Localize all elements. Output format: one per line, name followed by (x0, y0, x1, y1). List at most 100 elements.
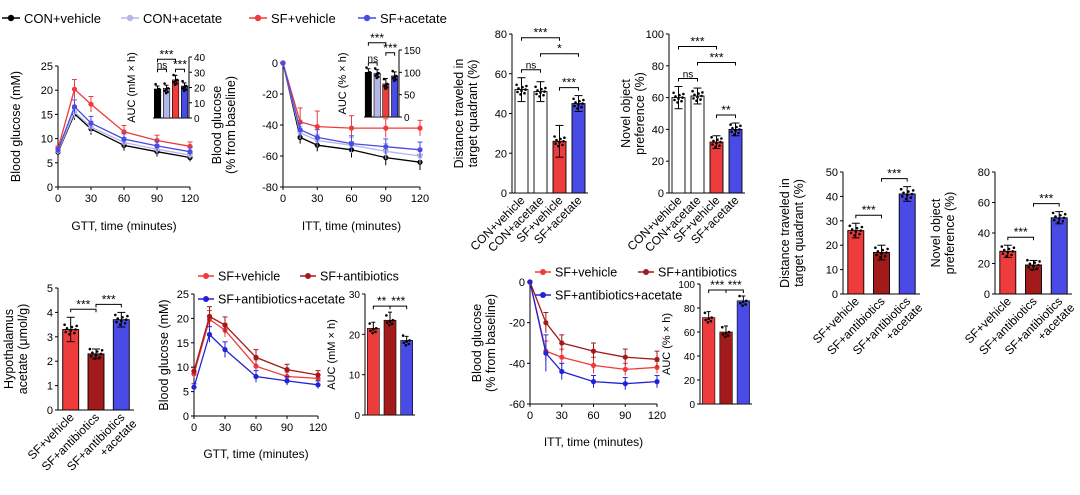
distance-right-dot (853, 234, 856, 237)
gtt-bottom-x-tick-label: 60 (250, 422, 262, 434)
novel-right-dot (1054, 215, 1057, 218)
gtt-bottom-x-tick-label: 0 (191, 422, 197, 434)
itt-top-inset-sig-label: ns (368, 54, 379, 65)
distance-top-dot (520, 89, 523, 93)
novel-right-y-label-line: preference (%) (943, 192, 957, 275)
distance-right-dot (849, 231, 853, 235)
gtt-top-inset-dot (181, 79, 184, 83)
itt-top-inset-y-tick-label: 0 (404, 113, 410, 124)
itt-bottom-inset-dot (704, 318, 707, 322)
gtt-bottom-inset-dot (391, 318, 395, 322)
gtt-top-y-tick-label: 25 (41, 61, 53, 73)
novel-right-dot (1011, 250, 1014, 253)
gtt-bottom-data-point (191, 384, 197, 390)
gtt-top-data-point (88, 101, 94, 107)
novel-top-sig-label: ** (721, 103, 731, 117)
itt-bottom-inset-dot (744, 303, 747, 306)
itt-top-x-label: ITT, time (minutes) (302, 219, 401, 233)
gtt-top-inset-y-tick-label: 0 (194, 114, 200, 125)
distance-top-bar (533, 91, 548, 194)
itt-bottom-x-label: ITT, time (minutes) (544, 435, 643, 449)
distance-right-y-tick-label: 0 (832, 289, 838, 301)
novel-top-dot (731, 126, 734, 130)
distance-top-sig-bracket (521, 37, 560, 41)
gtt-top-y-label-line: Blood glucose (mM) (9, 71, 23, 182)
gtt-top-data-point (88, 120, 94, 126)
novel-top-dot (718, 144, 721, 147)
itt-bottom-inset-dot (707, 317, 710, 321)
gtt-bottom-inset-y-label: AUC (mM × h) (326, 319, 338, 390)
itt-bottom-inset-dot (721, 333, 725, 336)
novel-top-dot (737, 131, 740, 135)
acetate-bottom-dot (74, 328, 77, 331)
novel-top-sig-bracket (678, 45, 717, 50)
distance-top-dot (554, 142, 557, 145)
novel-right-y-tick-label: 20 (978, 259, 990, 271)
novel-top-dot (681, 96, 684, 99)
itt-bottom-data-point (543, 320, 549, 326)
novel-right-y-tick-label: 0 (984, 289, 990, 301)
itt-bottom-inset-dot (724, 335, 727, 339)
novel-top-dot (699, 98, 702, 101)
itt-bottom-inset-y-tick-label: 100 (678, 280, 695, 291)
distance-right-chart: 01020304050SF+vehicleSF+antibioticsSF+an… (778, 167, 926, 358)
novel-top-dot (692, 97, 695, 100)
novel-top-dot (734, 129, 737, 132)
itt-bottom-data-point (559, 340, 565, 346)
novel-top-y-label: Novel object preference (%) (619, 72, 647, 155)
novel-right-y-tick-label: 40 (978, 228, 990, 240)
gtt-bottom-inset-dot (408, 339, 411, 342)
acetate-bottom-dot (94, 353, 98, 357)
novel-right-dot (1062, 216, 1066, 220)
distance-top-dot (582, 98, 585, 102)
acetate-bottom-dot (63, 323, 66, 327)
novel-right-dot (1053, 218, 1056, 222)
distance-top-sig-label: * (557, 42, 562, 56)
novel-top-y-tick-label: 0 (658, 188, 664, 200)
novel-right-dot (1056, 221, 1060, 224)
itt-bottom-inset-y-tick-label: 20 (684, 376, 696, 387)
itt-top-inset-bar (391, 75, 399, 118)
acetate-bottom-y-label: Hypothalamus acetate (μmol/g) (2, 304, 30, 395)
acetate-bottom-y-tick-label: 2 (47, 356, 53, 368)
novel-top-sig-label: *** (709, 51, 723, 65)
itt-bottom-data-point (622, 354, 628, 360)
gtt-bottom-y-tick-label: 15 (177, 338, 189, 350)
distance-right-dot (855, 226, 859, 230)
novel-right-y-tick-label: 60 (978, 198, 990, 210)
novel-top-y-tick-label: 20 (652, 156, 664, 168)
itt-bottom-inset-dot (703, 311, 707, 315)
novel-top-dot (739, 124, 742, 128)
gtt-top-inset-y-tick-label: 20 (194, 84, 206, 95)
gtt-bottom-inset-dot (374, 327, 378, 330)
gtt-bottom-legend-label: SF+vehicle (218, 270, 280, 284)
itt-bottom-legend-marker (540, 269, 546, 275)
distance-top-y-label: Distance traveled in target quadrant (%) (452, 59, 480, 169)
gtt-top-series-line (57, 112, 191, 159)
legend-label: SF+vehicle (271, 11, 336, 26)
gtt-bottom-data-point (284, 378, 290, 384)
gtt-bottom-x-tick-label: 90 (281, 422, 293, 434)
itt-bottom-inset-dot (724, 331, 728, 335)
itt-bottom-x-tick-label: 90 (619, 410, 631, 422)
novel-top-dot (735, 125, 738, 129)
novel-top-dot (678, 93, 681, 97)
novel-right-dot (1059, 214, 1062, 217)
acetate-bottom-dot (64, 330, 68, 334)
distance-top-dot (516, 90, 519, 94)
itt-bottom-y-label: Blood glucose (% from baseline) (470, 294, 498, 392)
acetate-bottom-bar (87, 353, 105, 411)
distance-top-dot (539, 91, 542, 95)
itt-top-inset-dot (368, 74, 371, 78)
gtt-top-inset-sig-label: *** (159, 47, 173, 61)
gtt-bottom-inset-y-tick-label: 20 (349, 330, 361, 341)
itt-bottom-data-point (622, 381, 628, 387)
distance-top-dot (563, 136, 566, 139)
distance-right-dot (854, 230, 858, 234)
itt-bottom-chart: -60 -40 -20 0 0 30 60 90 120 ITT, time (minutes) B… (470, 266, 752, 449)
acetate-bottom-dot (120, 319, 123, 323)
acetate-bottom-dot (69, 329, 72, 333)
distance-right-dot (860, 225, 864, 229)
novel-right-dot (1061, 220, 1065, 223)
gtt-top-inset-y-label-line: AUC (mM × h) (126, 52, 138, 123)
